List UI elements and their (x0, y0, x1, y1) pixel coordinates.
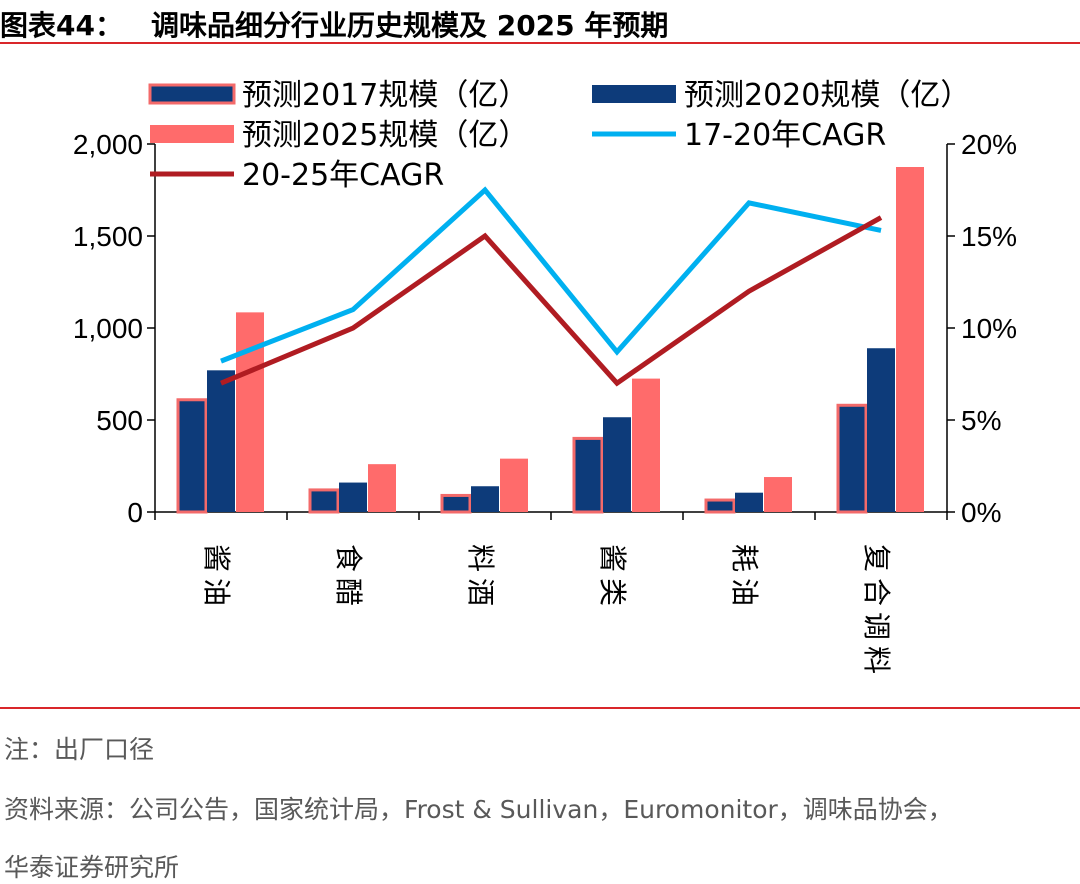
right-tick-label: 10% (961, 313, 1017, 344)
category-label: 料 (464, 544, 497, 572)
category-label: 合 (860, 578, 893, 606)
legend-label: 17-20年CAGR (684, 118, 886, 153)
bar (236, 312, 264, 512)
right-tick-label: 0% (961, 497, 1001, 528)
bar (207, 370, 235, 512)
left-tick-label: 1,500 (73, 221, 143, 252)
legend-label: 预测2020规模（亿） (684, 78, 970, 113)
left-tick-label: 2,000 (73, 129, 143, 160)
left-tick-label: 500 (96, 405, 143, 436)
category-label: 调 (860, 612, 893, 640)
bar (603, 417, 631, 512)
category-label: 料 (860, 646, 893, 674)
bar (368, 464, 396, 512)
figure-title: 图表44： 调味品细分行业历史规模及 2025 年预期 (0, 4, 668, 44)
category-label: 类 (596, 578, 629, 606)
series-line (220, 215, 883, 387)
category-label: 酒 (464, 578, 497, 606)
category-label: 酱 (596, 544, 629, 572)
series-line (220, 186, 882, 364)
left-tick-label: 1,000 (73, 313, 143, 344)
title-divider (0, 42, 1080, 44)
category-label: 食 (332, 544, 365, 572)
figure-number: 图表44： (0, 9, 123, 42)
bar (440, 493, 472, 514)
bar (836, 403, 868, 514)
left-tick-label: 0 (127, 497, 143, 528)
right-tick-label: 15% (961, 221, 1017, 252)
category-label: 酱 (200, 544, 233, 572)
bar (500, 458, 528, 512)
legend-swatch (592, 85, 676, 103)
footer-divider (0, 707, 1080, 709)
bar (176, 398, 208, 514)
category-label: 复 (860, 544, 893, 572)
legend-swatch (148, 83, 236, 105)
figure-title-text: 调味品细分行业历史规模及 2025 年预期 (150, 9, 669, 42)
chart: 0 0%500 5%1,000 10%1,500 15%2,000 20%酱油食醋料酒酱类… (73, 78, 1017, 674)
bar (632, 378, 660, 512)
right-tick-label: 20% (961, 129, 1017, 160)
legend-label: 预测2017规模（亿） (242, 78, 528, 113)
category-label: 油 (728, 578, 761, 606)
bar (572, 436, 604, 514)
bar (867, 348, 895, 512)
bar (471, 486, 499, 512)
bar (764, 477, 792, 512)
legend-label: 20-25年CAGR (242, 158, 444, 193)
category-label: 醋 (332, 578, 365, 606)
category-label: 油 (200, 578, 233, 606)
legend-label: 预测2025规模（亿） (242, 118, 528, 153)
source-text: 资料来源：公司公告，国家统计局，Frost & Sullivan，Euromon… (4, 795, 953, 824)
legend-swatch (150, 125, 234, 143)
right-tick-label: 5% (961, 405, 1001, 436)
bar (704, 498, 736, 514)
bar (308, 488, 340, 514)
bar (735, 492, 763, 512)
note-text: 注：出厂口径 (4, 735, 155, 764)
category-label: 耗 (728, 544, 761, 572)
bar (896, 167, 924, 512)
bar (339, 482, 367, 512)
source-text-continued: 华泰证券研究所 (4, 853, 180, 882)
